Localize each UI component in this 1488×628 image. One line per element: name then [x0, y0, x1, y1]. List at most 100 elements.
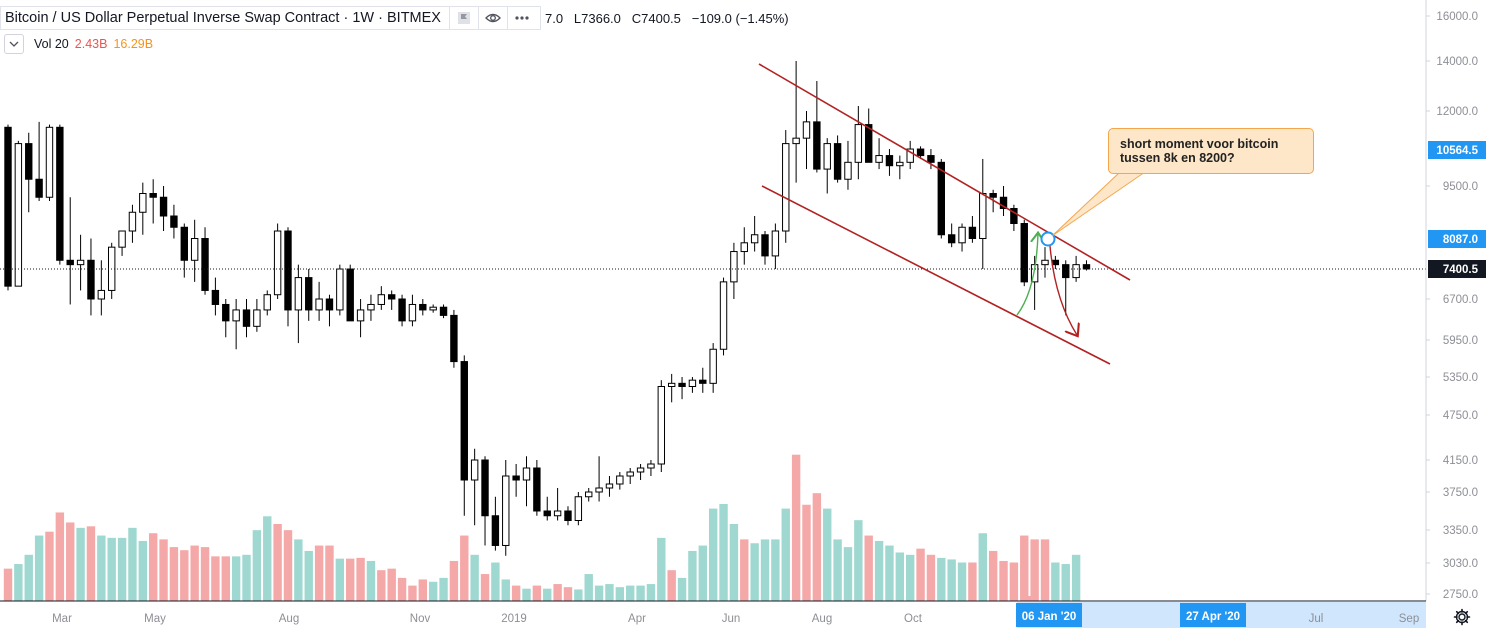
- candle[interactable]: [429, 304, 437, 313]
- candle[interactable]: [512, 464, 520, 497]
- candle[interactable]: [377, 286, 386, 310]
- candle[interactable]: [616, 472, 624, 490]
- time-badge[interactable]: 27 Apr '20: [1180, 603, 1246, 627]
- candle[interactable]: [564, 506, 572, 526]
- candle[interactable]: [66, 197, 74, 305]
- price-badge[interactable]: 10564.5: [1428, 141, 1486, 159]
- candle[interactable]: [470, 448, 479, 526]
- candle[interactable]: [419, 299, 427, 316]
- annotation-callout[interactable]: short moment voor bitcoin tussen 8k en 8…: [1108, 128, 1314, 174]
- candle[interactable]: [771, 223, 780, 270]
- candle[interactable]: [999, 186, 1008, 217]
- candle[interactable]: [947, 223, 956, 248]
- price-badge[interactable]: 7400.5: [1428, 260, 1486, 278]
- candle[interactable]: [56, 124, 64, 265]
- candle[interactable]: [958, 223, 966, 252]
- candle[interactable]: [937, 158, 945, 239]
- candle[interactable]: [1010, 204, 1018, 232]
- red-arrow[interactable]: [1049, 245, 1077, 335]
- time-badge[interactable]: 06 Jan '20: [1016, 603, 1082, 627]
- candle[interactable]: [543, 496, 551, 521]
- candle[interactable]: [108, 242, 116, 299]
- candle[interactable]: [1041, 247, 1049, 278]
- candle[interactable]: [273, 223, 282, 299]
- candle[interactable]: [553, 488, 562, 521]
- candle[interactable]: [367, 294, 375, 321]
- candle[interactable]: [1072, 255, 1080, 282]
- candle[interactable]: [35, 121, 43, 202]
- interval-label[interactable]: 1W: [352, 10, 375, 26]
- gear-icon[interactable]: [1452, 607, 1472, 627]
- candle[interactable]: [916, 146, 925, 159]
- candle[interactable]: [896, 155, 904, 180]
- candle[interactable]: [605, 476, 614, 497]
- candle[interactable]: [481, 456, 489, 546]
- channel-lower-line[interactable]: [761, 185, 1111, 365]
- candle[interactable]: [460, 355, 468, 516]
- candle[interactable]: [533, 460, 541, 516]
- candle[interactable]: [284, 227, 292, 327]
- candle[interactable]: [294, 264, 303, 344]
- candle[interactable]: [833, 135, 842, 183]
- candle[interactable]: [128, 204, 137, 243]
- candle[interactable]: [263, 290, 271, 316]
- candle[interactable]: [346, 264, 354, 322]
- flag-icon[interactable]: [448, 7, 478, 29]
- candle[interactable]: [25, 132, 33, 213]
- candle[interactable]: [14, 140, 23, 287]
- candle[interactable]: [1020, 219, 1028, 287]
- candle[interactable]: [408, 294, 417, 327]
- candle[interactable]: [253, 299, 261, 332]
- candle[interactable]: [875, 138, 883, 170]
- volume-label[interactable]: Vol 20: [34, 37, 69, 51]
- candle[interactable]: [201, 227, 209, 295]
- candle[interactable]: [719, 277, 728, 356]
- candle[interactable]: [740, 227, 748, 265]
- candle[interactable]: [232, 299, 240, 350]
- target-circle-marker[interactable]: [1040, 231, 1056, 247]
- symbol-title[interactable]: Bitcoin / US Dollar Perpetual Inverse Sw…: [5, 10, 441, 26]
- candle[interactable]: [854, 106, 863, 180]
- candle[interactable]: [667, 373, 676, 403]
- candle[interactable]: [87, 238, 95, 316]
- candle[interactable]: [699, 367, 707, 393]
- candle[interactable]: [439, 304, 448, 319]
- candle[interactable]: [211, 277, 220, 316]
- candle[interactable]: [730, 242, 738, 299]
- candle[interactable]: [813, 81, 821, 173]
- candle[interactable]: [242, 299, 251, 338]
- exchange-label[interactable]: BITMEX: [387, 10, 441, 26]
- candle[interactable]: [97, 260, 106, 316]
- candle[interactable]: [387, 290, 396, 310]
- price-badge[interactable]: 8087.0: [1428, 230, 1486, 248]
- candle[interactable]: [626, 468, 634, 484]
- candle[interactable]: [149, 179, 157, 224]
- candle[interactable]: [885, 149, 894, 176]
- candle[interactable]: [595, 456, 603, 502]
- candle[interactable]: [761, 231, 769, 265]
- candle[interactable]: [750, 216, 759, 252]
- candle[interactable]: [491, 496, 500, 551]
- candle[interactable]: [4, 124, 12, 291]
- price-axis[interactable]: 16000.0 14000.0 12000.0 9500.0 6700.0 5950.0 5…: [1426, 11, 1486, 601]
- candle[interactable]: [502, 460, 510, 556]
- candle[interactable]: [159, 186, 168, 232]
- candle[interactable]: [647, 460, 655, 476]
- candle[interactable]: [678, 377, 686, 400]
- chevron-down-icon[interactable]: [4, 34, 24, 54]
- candle[interactable]: [118, 230, 126, 256]
- candle[interactable]: [792, 61, 800, 183]
- candle[interactable]: [170, 204, 178, 239]
- candle[interactable]: [657, 380, 666, 472]
- symbol-box[interactable]: Bitcoin / US Dollar Perpetual Inverse Sw…: [0, 6, 541, 30]
- candle[interactable]: [336, 264, 344, 316]
- candle[interactable]: [45, 124, 54, 202]
- green-arrow[interactable]: [1016, 234, 1038, 316]
- candle[interactable]: [979, 158, 987, 270]
- candle[interactable]: [968, 216, 977, 243]
- candle[interactable]: [688, 377, 697, 393]
- candle[interactable]: [315, 281, 323, 321]
- candle[interactable]: [823, 138, 831, 194]
- candle[interactable]: [709, 343, 717, 393]
